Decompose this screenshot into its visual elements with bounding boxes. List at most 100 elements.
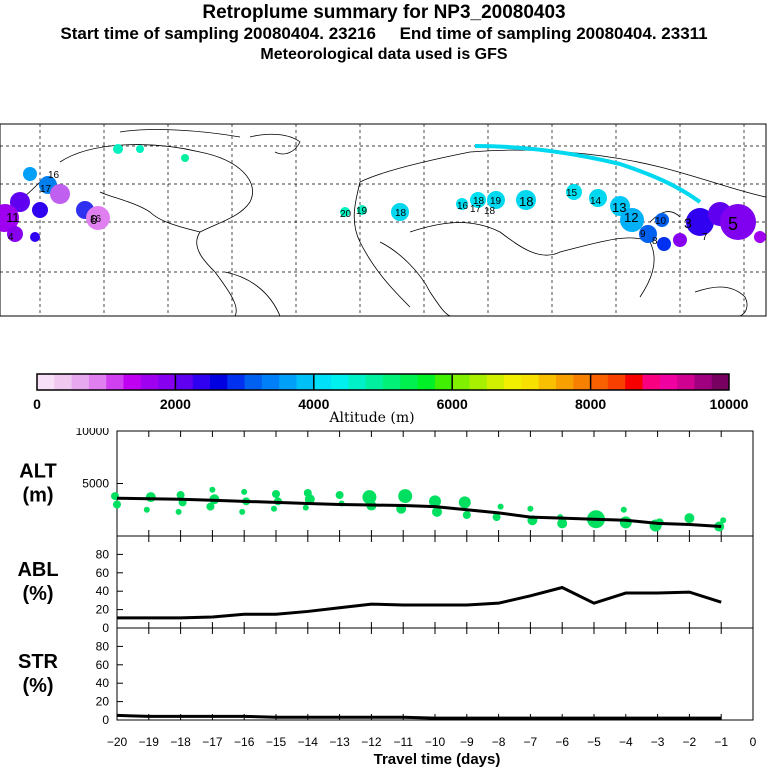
colorbar-tick-label: 2000: [160, 396, 191, 412]
x-tick-label: −6: [555, 735, 569, 749]
altitude-point: [619, 516, 632, 529]
x-tick-label: −16: [234, 735, 255, 749]
svg-text:16: 16: [457, 201, 469, 212]
colorbar-cell: [625, 374, 643, 390]
x-tick-label: −5: [587, 735, 601, 749]
sampling-times: Start time of sampling 20080404. 23216 E…: [60, 24, 708, 43]
colorbar-cell: [642, 374, 661, 390]
svg-text:16: 16: [48, 170, 60, 181]
x-tick-label: −13: [329, 735, 350, 749]
panel-frame: [116, 627, 754, 721]
colorbar-cell: [486, 374, 505, 390]
colorbar-cells: [37, 374, 730, 390]
altitude-point: [304, 494, 315, 505]
x-tick-label: −20: [107, 735, 128, 749]
svg-text:20: 20: [340, 209, 352, 220]
colorbar-frame: [36, 373, 730, 391]
altitude-point: [492, 513, 501, 522]
x-tick-label: −18: [170, 735, 191, 749]
colorbar-cell: [452, 374, 470, 390]
colorbar-cell: [244, 374, 263, 390]
altitude-colorbar: 0 2000 4000 6000 8000 10000 Altitude (m): [33, 373, 749, 426]
x-axis: −20 −19 −18 −17 −16 −15 −14 −13 −12 −11 −10 −9 −8 −7−…: [107, 735, 757, 749]
colorbar-cell: [365, 374, 384, 390]
y-tick-label: 20: [96, 695, 110, 709]
met-data-note: Meteorological data used is GFS: [260, 46, 508, 63]
colorbar-cell: [556, 374, 574, 390]
colorbar-cell: [590, 374, 609, 390]
world-map: 16 17 18 20 19 18 16 17 18 19 16 18 15 1…: [0, 123, 767, 317]
colorbar-cell: [261, 374, 280, 390]
colorbar-cell: [227, 374, 246, 390]
colorbar-cell: [296, 374, 315, 390]
x-tick-label: −12: [361, 735, 382, 749]
colorbar-cell: [383, 374, 401, 390]
colorbar-cell: [279, 374, 297, 390]
colorbar-cell: [659, 374, 678, 390]
svg-text:18: 18: [473, 196, 485, 207]
y-tick-label: 80: [96, 639, 110, 653]
svg-text:13: 13: [612, 200, 626, 215]
svg-text:18: 18: [484, 206, 496, 217]
svg-text:17: 17: [40, 184, 52, 195]
colorbar-axis-label: Altitude (m): [328, 410, 414, 426]
svg-text:14: 14: [590, 196, 602, 207]
colorbar-tick-label: 0: [33, 396, 41, 412]
x-tick-label: −19: [139, 735, 160, 749]
altitude-point: [206, 502, 215, 511]
x-tick-label: −7: [524, 735, 538, 749]
y-tick-label: 60: [96, 658, 110, 672]
altitude-point: [398, 489, 413, 504]
altitude-point: [527, 505, 534, 512]
svg-text:7: 7: [702, 232, 708, 243]
y-tick-label: 0: [102, 621, 109, 635]
svg-text:6: 6: [90, 212, 97, 227]
colorbar-cell: [521, 374, 540, 390]
panel-y-label: (%): [22, 675, 53, 697]
colorbar-cell: [331, 374, 349, 390]
x-tick-label: −3: [651, 735, 665, 749]
svg-text:11: 11: [6, 210, 20, 225]
x-axis-label: Travel time (days): [374, 751, 501, 768]
altitude-point: [462, 511, 471, 519]
colorbar-cell: [711, 374, 730, 390]
alt-series-line: [116, 496, 722, 529]
x-tick-label: −2: [683, 735, 697, 749]
altitude-point: [176, 491, 185, 500]
colorbar-cell: [123, 374, 142, 390]
altitude-point: [335, 491, 344, 500]
x-tick-label: −9: [460, 735, 474, 749]
colorbar-tick-label: 6000: [437, 396, 468, 412]
panel-y-label: ABL: [17, 559, 58, 581]
altitude-point: [720, 517, 727, 524]
y-tick-label: 5000: [82, 477, 109, 491]
x-tick-label: −8: [492, 735, 506, 749]
y-tick-label: 40: [96, 584, 110, 598]
abl-panel: 0 20 40 60 80 ABL(%): [17, 535, 754, 635]
svg-text:12: 12: [624, 210, 638, 225]
altitude-point: [272, 490, 280, 498]
colorbar-cell: [694, 374, 713, 390]
colorbar-tick-label: 8000: [575, 396, 606, 412]
svg-text:19: 19: [356, 206, 368, 217]
panel-y-label: (%): [22, 583, 53, 605]
panel-y-label: STR: [18, 651, 59, 673]
coastlines: [9, 129, 767, 317]
altitude-point: [271, 505, 277, 512]
colorbar-cell: [88, 374, 107, 390]
altitude-point: [684, 513, 695, 524]
x-tick-label: −14: [298, 735, 319, 749]
colorbar-tick-label: 10000: [710, 396, 749, 412]
x-tick-label: −10: [425, 735, 446, 749]
svg-text:17: 17: [470, 204, 482, 215]
panel-frame: [116, 535, 754, 629]
colorbar-cell: [417, 374, 436, 390]
colorbar-cell: [348, 374, 367, 390]
colorbar-cell: [140, 374, 159, 390]
svg-text:18: 18: [395, 208, 407, 219]
colorbar-cell: [54, 374, 73, 390]
y-tick-label: 40: [96, 676, 110, 690]
colorbar-cell: [313, 374, 332, 390]
str-panel: 0 20 40 60 80 STR(%): [18, 627, 754, 727]
colorbar-cell: [192, 374, 211, 390]
